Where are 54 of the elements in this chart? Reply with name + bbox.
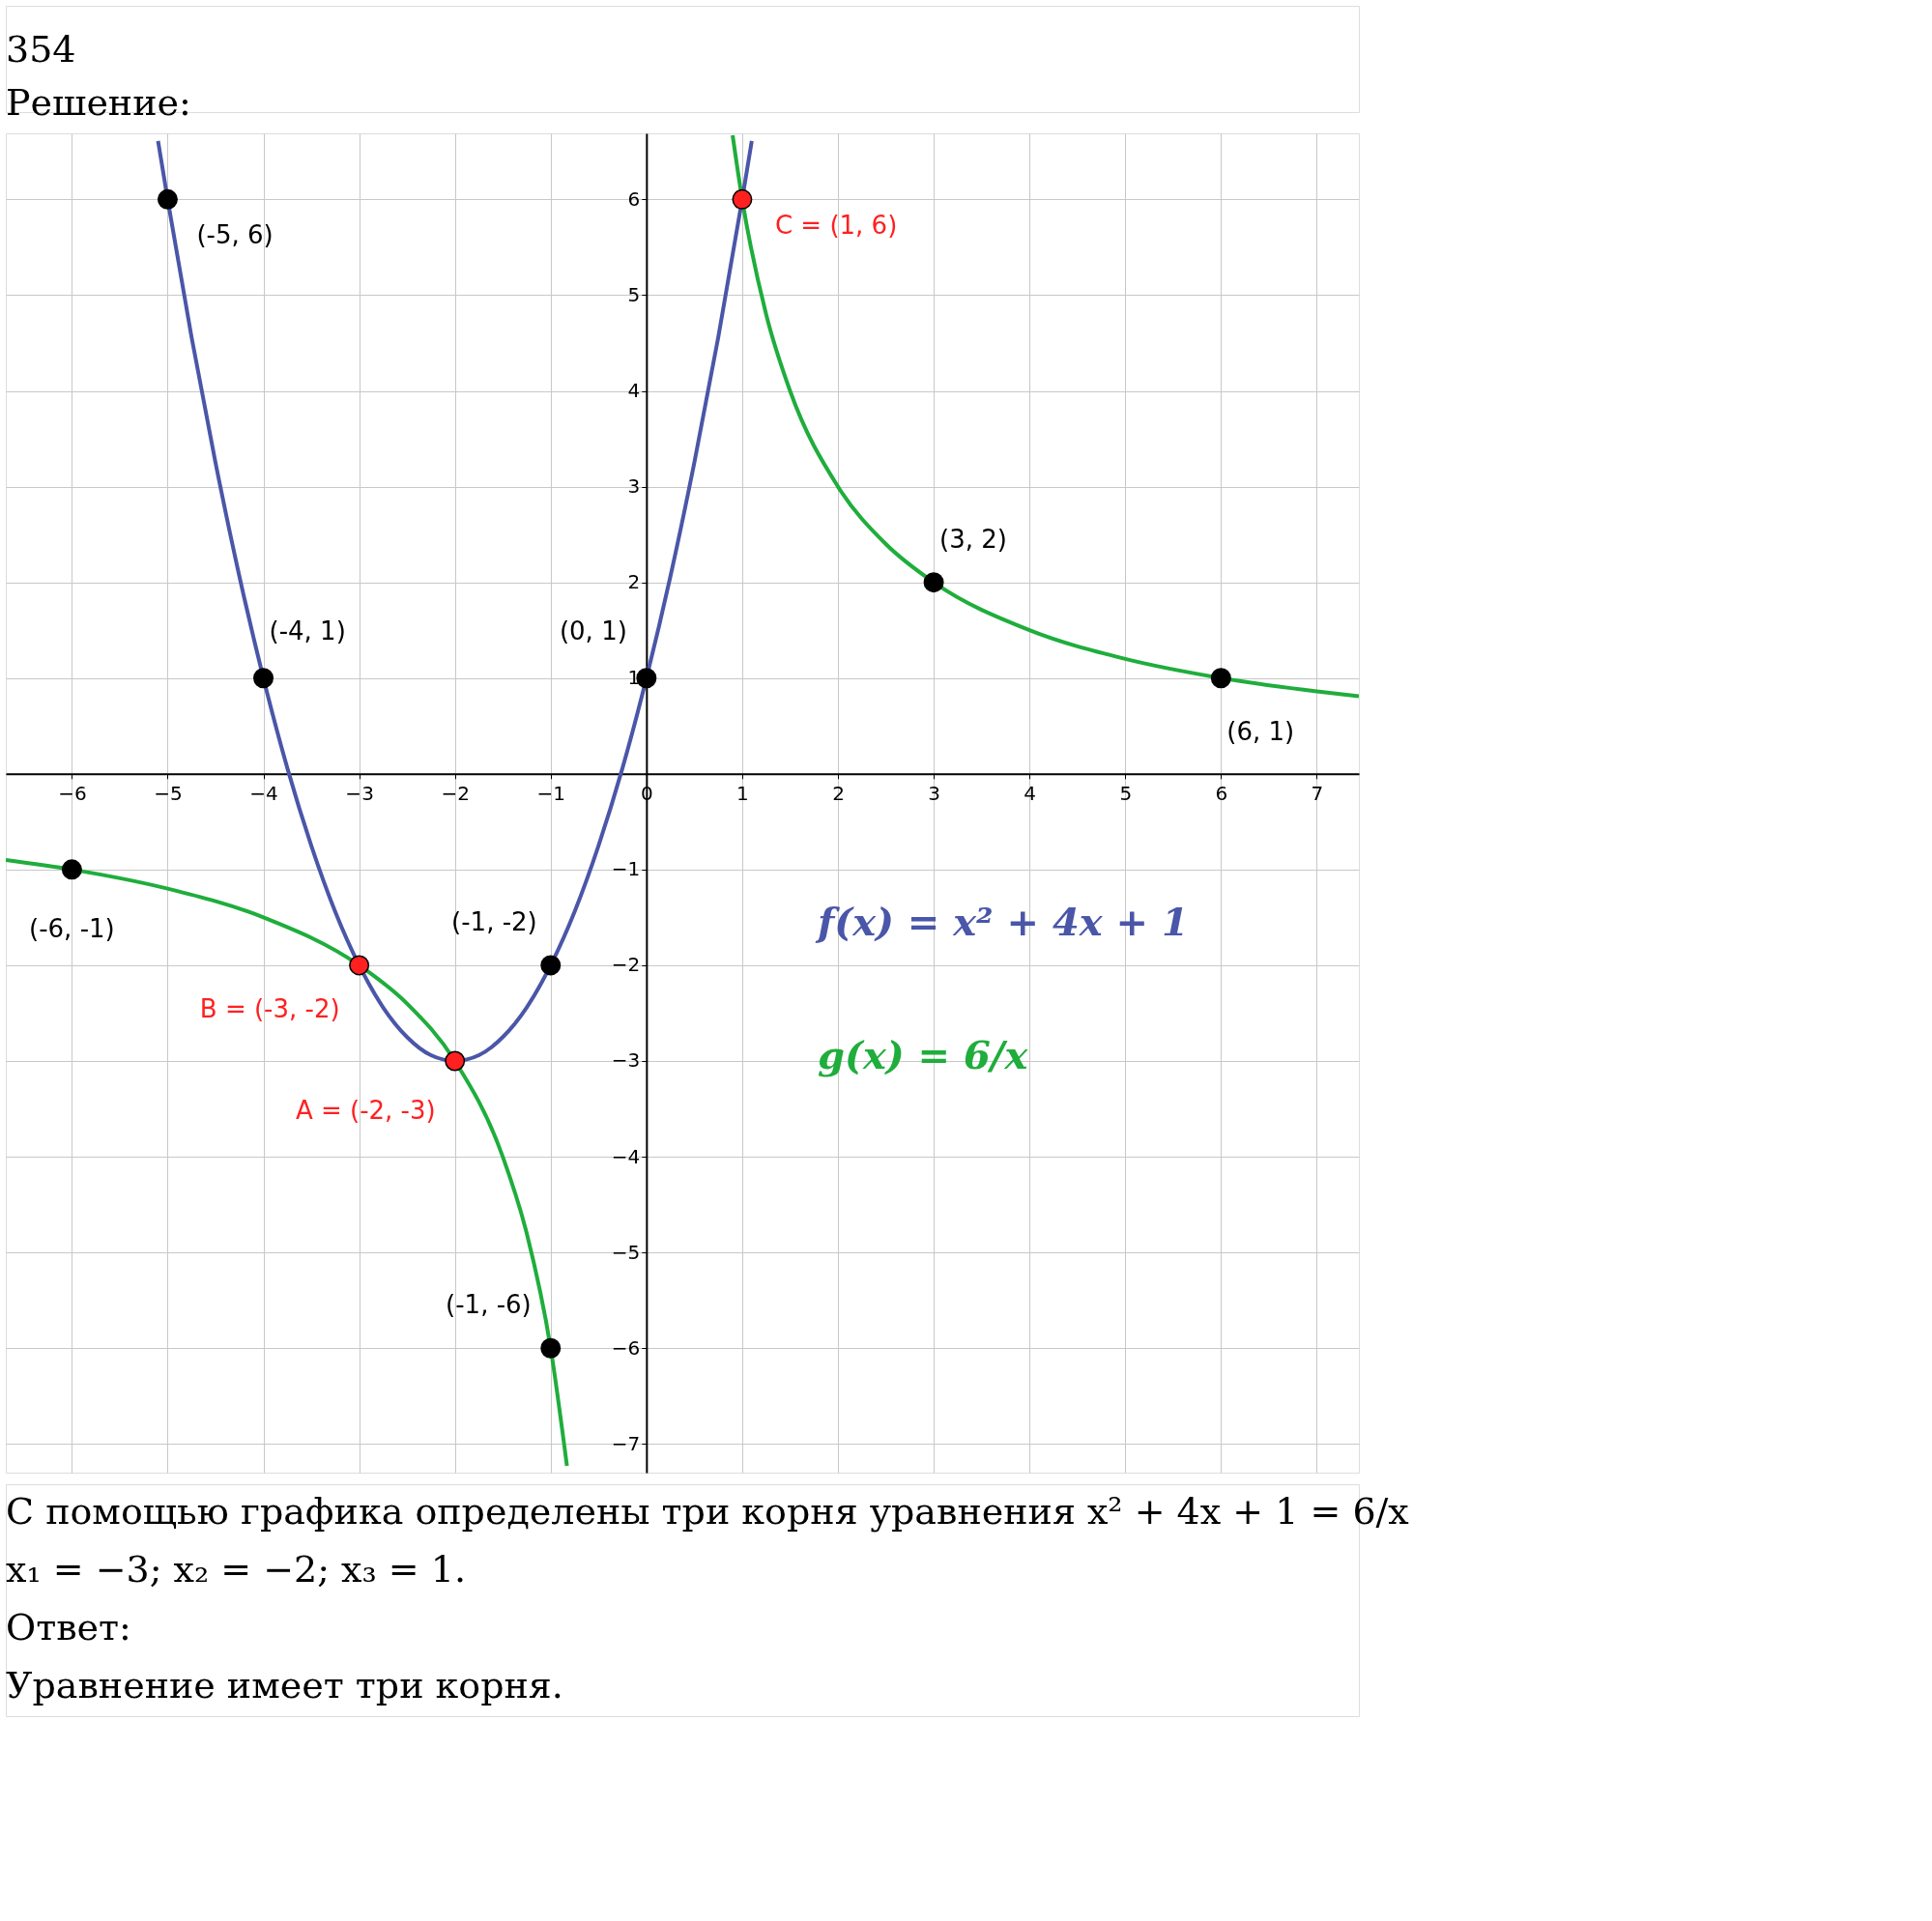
x-tick-label: −5	[154, 782, 183, 806]
x-tick-label: 3	[928, 782, 940, 806]
y-tick-label: 6	[627, 186, 641, 211]
chart-subtitle: Решение:	[6, 80, 191, 124]
point	[253, 668, 274, 689]
point	[1210, 668, 1231, 689]
annotation: (-5, 6)	[196, 220, 274, 250]
y-tick-label: 2	[627, 570, 641, 594]
text: f(x) = x² + 4x + 1	[815, 898, 1189, 944]
x-tick-label: 6	[1215, 782, 1228, 806]
annotation: (3, 2)	[939, 524, 1007, 554]
x-tick-label: −4	[249, 782, 278, 806]
text: Ответ:	[6, 1606, 131, 1649]
annotation: B = (-3, -2)	[199, 993, 340, 1023]
x-tick-label: 2	[832, 782, 845, 806]
point	[157, 188, 178, 210]
y-tick-label: −7	[611, 1431, 641, 1455]
y-tick-label: −4	[611, 1144, 641, 1168]
y-tick-label: −3	[611, 1048, 641, 1073]
point	[923, 572, 944, 593]
y-tick-label: 5	[627, 282, 641, 306]
point	[732, 188, 753, 210]
text: x₁ = −3; x₂ = −2; x₃ = 1.	[6, 1548, 467, 1591]
annotation: C = (1, 6)	[774, 211, 898, 241]
x-tick-label: −2	[441, 782, 470, 806]
annotation: (6, 1)	[1226, 716, 1295, 746]
x-tick-label: 7	[1311, 782, 1324, 806]
x-tick-label: −6	[58, 782, 87, 806]
annotation: (0, 1)	[559, 616, 627, 645]
y-tick-label: −6	[611, 1335, 641, 1360]
annotation: (-1, -6)	[446, 1290, 532, 1320]
point	[445, 1050, 466, 1072]
point	[61, 859, 82, 880]
x-tick-label: −1	[536, 782, 566, 806]
annotation: (-4, 1)	[269, 616, 346, 645]
x-tick-label: 1	[736, 782, 749, 806]
point	[540, 1337, 562, 1359]
annotation: (-1, -2)	[451, 906, 537, 936]
text: g(x) = 6/x	[818, 1032, 1029, 1078]
text: С помощью графика определены три корня уравнения x² + 4x + 1 = 6/x	[6, 1490, 1409, 1533]
x-tick-label: 4	[1024, 782, 1037, 806]
y-tick-label: −2	[611, 953, 641, 977]
y-tick-label: −1	[611, 857, 641, 881]
chart-title: 354	[6, 27, 76, 71]
y-tick-label: 4	[627, 379, 641, 402]
y-tick-label: 3	[627, 474, 641, 499]
point	[349, 955, 370, 976]
x-tick-label: 5	[1119, 782, 1133, 806]
point	[540, 955, 562, 976]
y-tick-label: −5	[611, 1240, 641, 1264]
text: Уравнение имеет три корня.	[6, 1664, 563, 1706]
x-tick-label: −3	[345, 782, 374, 806]
annotation: A = (-2, -3)	[295, 1096, 436, 1125]
annotation: (-6, -1)	[29, 913, 115, 943]
